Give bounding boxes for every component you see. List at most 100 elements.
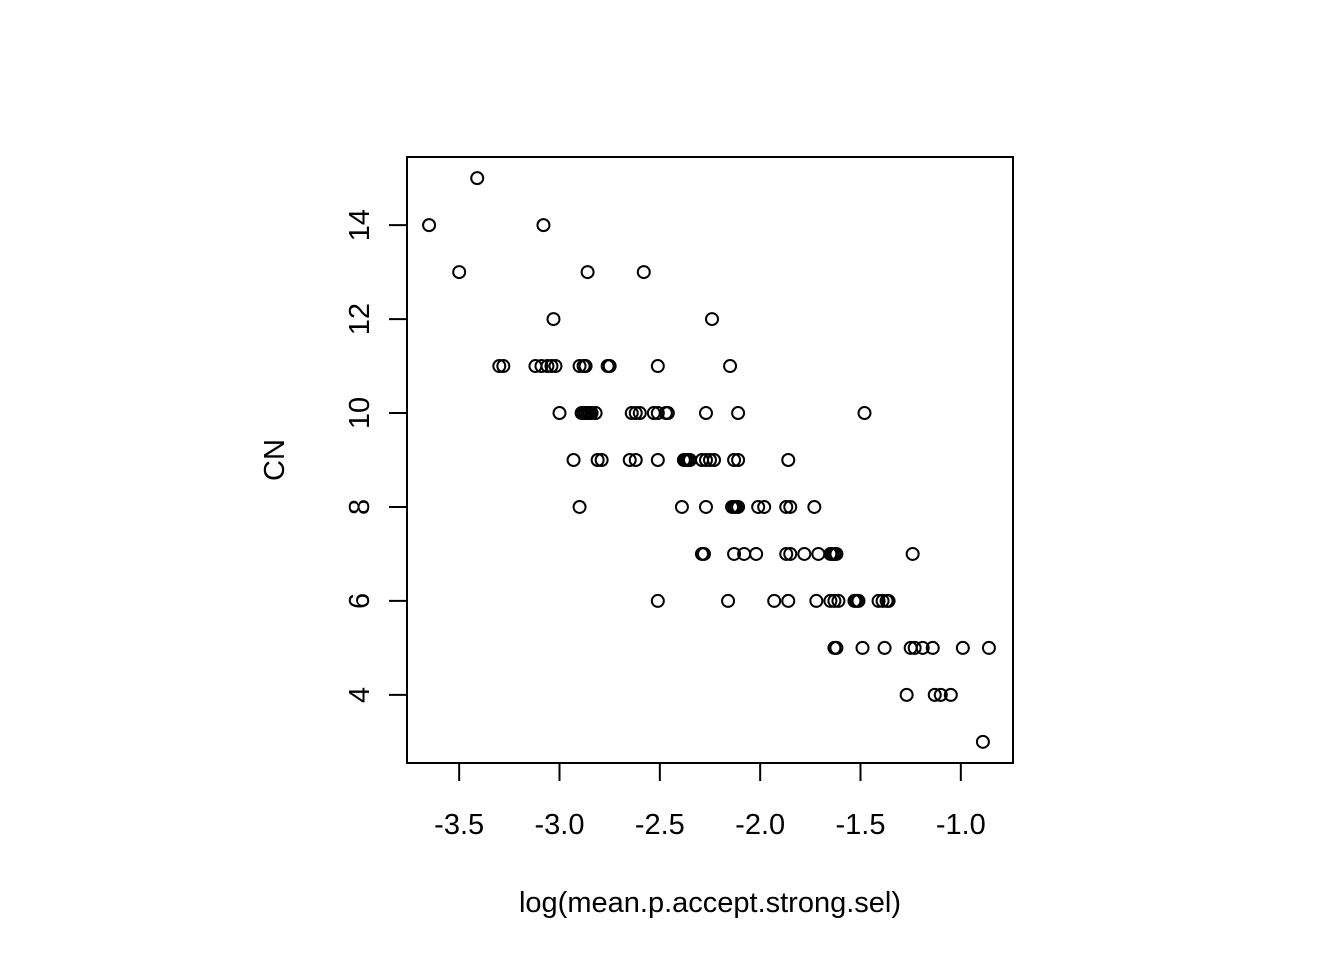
data-point	[905, 546, 920, 561]
y-tick-label: 14	[344, 209, 376, 241]
data-point	[943, 687, 958, 702]
data-point	[723, 359, 738, 374]
data-point	[731, 453, 746, 467]
data-point	[422, 218, 437, 233]
data-point	[757, 499, 772, 514]
data-point	[698, 406, 713, 421]
data-point	[703, 453, 717, 467]
x-tick-label: -1.0	[936, 809, 986, 841]
data-point	[831, 593, 846, 608]
data-point	[823, 593, 838, 608]
data-point	[452, 265, 467, 280]
data-point	[650, 359, 665, 374]
data-point	[584, 406, 599, 421]
data-point	[492, 359, 507, 374]
data-point	[594, 453, 609, 467]
y-tick-label: 8	[344, 499, 376, 515]
data-point	[731, 499, 746, 514]
data-point	[955, 640, 970, 655]
data-point	[636, 265, 651, 280]
data-point	[548, 359, 563, 374]
plot-frame	[406, 156, 1014, 764]
data-point	[536, 218, 551, 233]
data-point	[727, 546, 742, 561]
y-tick-label: 4	[344, 687, 376, 703]
x-axis-title: log(mean.p.accept.strong.sel)	[519, 887, 901, 919]
data-point	[907, 640, 922, 655]
data-point	[827, 593, 842, 608]
data-point	[829, 640, 844, 655]
data-point	[731, 406, 746, 421]
data-point	[915, 640, 930, 655]
data-point	[628, 453, 643, 467]
data-point	[624, 406, 639, 421]
data-point	[496, 359, 511, 374]
data-point	[851, 593, 866, 608]
data-point	[749, 546, 764, 561]
data-point	[781, 453, 796, 467]
data-point	[807, 499, 822, 514]
data-point	[572, 359, 587, 374]
data-point	[628, 406, 643, 421]
data-point	[783, 499, 798, 514]
y-tick-label: 6	[344, 593, 376, 609]
data-point	[767, 593, 782, 608]
x-tick-label: -2.5	[635, 809, 685, 841]
data-point	[590, 453, 605, 467]
data-point	[925, 640, 940, 655]
data-point	[877, 640, 892, 655]
data-point	[975, 734, 990, 749]
data-point	[544, 359, 559, 374]
data-point	[881, 593, 896, 608]
data-point	[540, 359, 555, 374]
data-point	[650, 453, 665, 467]
data-point	[927, 687, 942, 702]
y-axis-title: CN	[259, 439, 291, 481]
data-point	[781, 593, 796, 608]
data-point	[933, 687, 948, 702]
data-point	[696, 546, 711, 561]
x-tick-label: -2.0	[735, 809, 785, 841]
data-point	[534, 359, 549, 374]
data-points	[422, 171, 996, 749]
data-point	[578, 359, 593, 374]
data-point	[650, 406, 665, 421]
data-point	[797, 546, 812, 561]
data-point	[698, 499, 713, 514]
data-point	[899, 687, 914, 702]
y-tick-label: 10	[344, 397, 376, 429]
data-point	[783, 546, 798, 561]
data-point	[875, 593, 890, 608]
data-point	[580, 265, 595, 280]
data-point	[602, 359, 617, 374]
data-point	[470, 171, 485, 186]
y-tick-label: 12	[344, 303, 376, 335]
data-point	[650, 593, 665, 608]
data-point	[572, 499, 587, 514]
data-point	[721, 593, 736, 608]
data-point	[981, 640, 996, 655]
data-point	[698, 453, 713, 467]
data-point	[632, 406, 647, 421]
data-point	[552, 406, 567, 421]
data-point	[588, 406, 603, 421]
x-tick-label: -1.5	[836, 809, 886, 841]
data-point	[622, 453, 637, 467]
x-axis: -3.5 -3.0 -2.5 -2.0 -1.5 -1.0	[434, 762, 986, 841]
data-point	[809, 593, 824, 608]
data-point	[829, 546, 844, 561]
y-axis: 4 6 8 10 12 14	[344, 209, 408, 703]
data-point	[705, 312, 720, 327]
data-point	[707, 453, 722, 467]
data-point	[660, 406, 675, 421]
data-point	[546, 312, 561, 327]
x-tick-label: -3.0	[535, 809, 585, 841]
data-point	[779, 499, 794, 514]
data-point	[855, 640, 870, 655]
data-point	[751, 499, 766, 514]
x-tick-label: -3.5	[434, 809, 484, 841]
data-point	[857, 406, 872, 421]
data-point	[727, 453, 742, 467]
data-point	[871, 593, 886, 608]
